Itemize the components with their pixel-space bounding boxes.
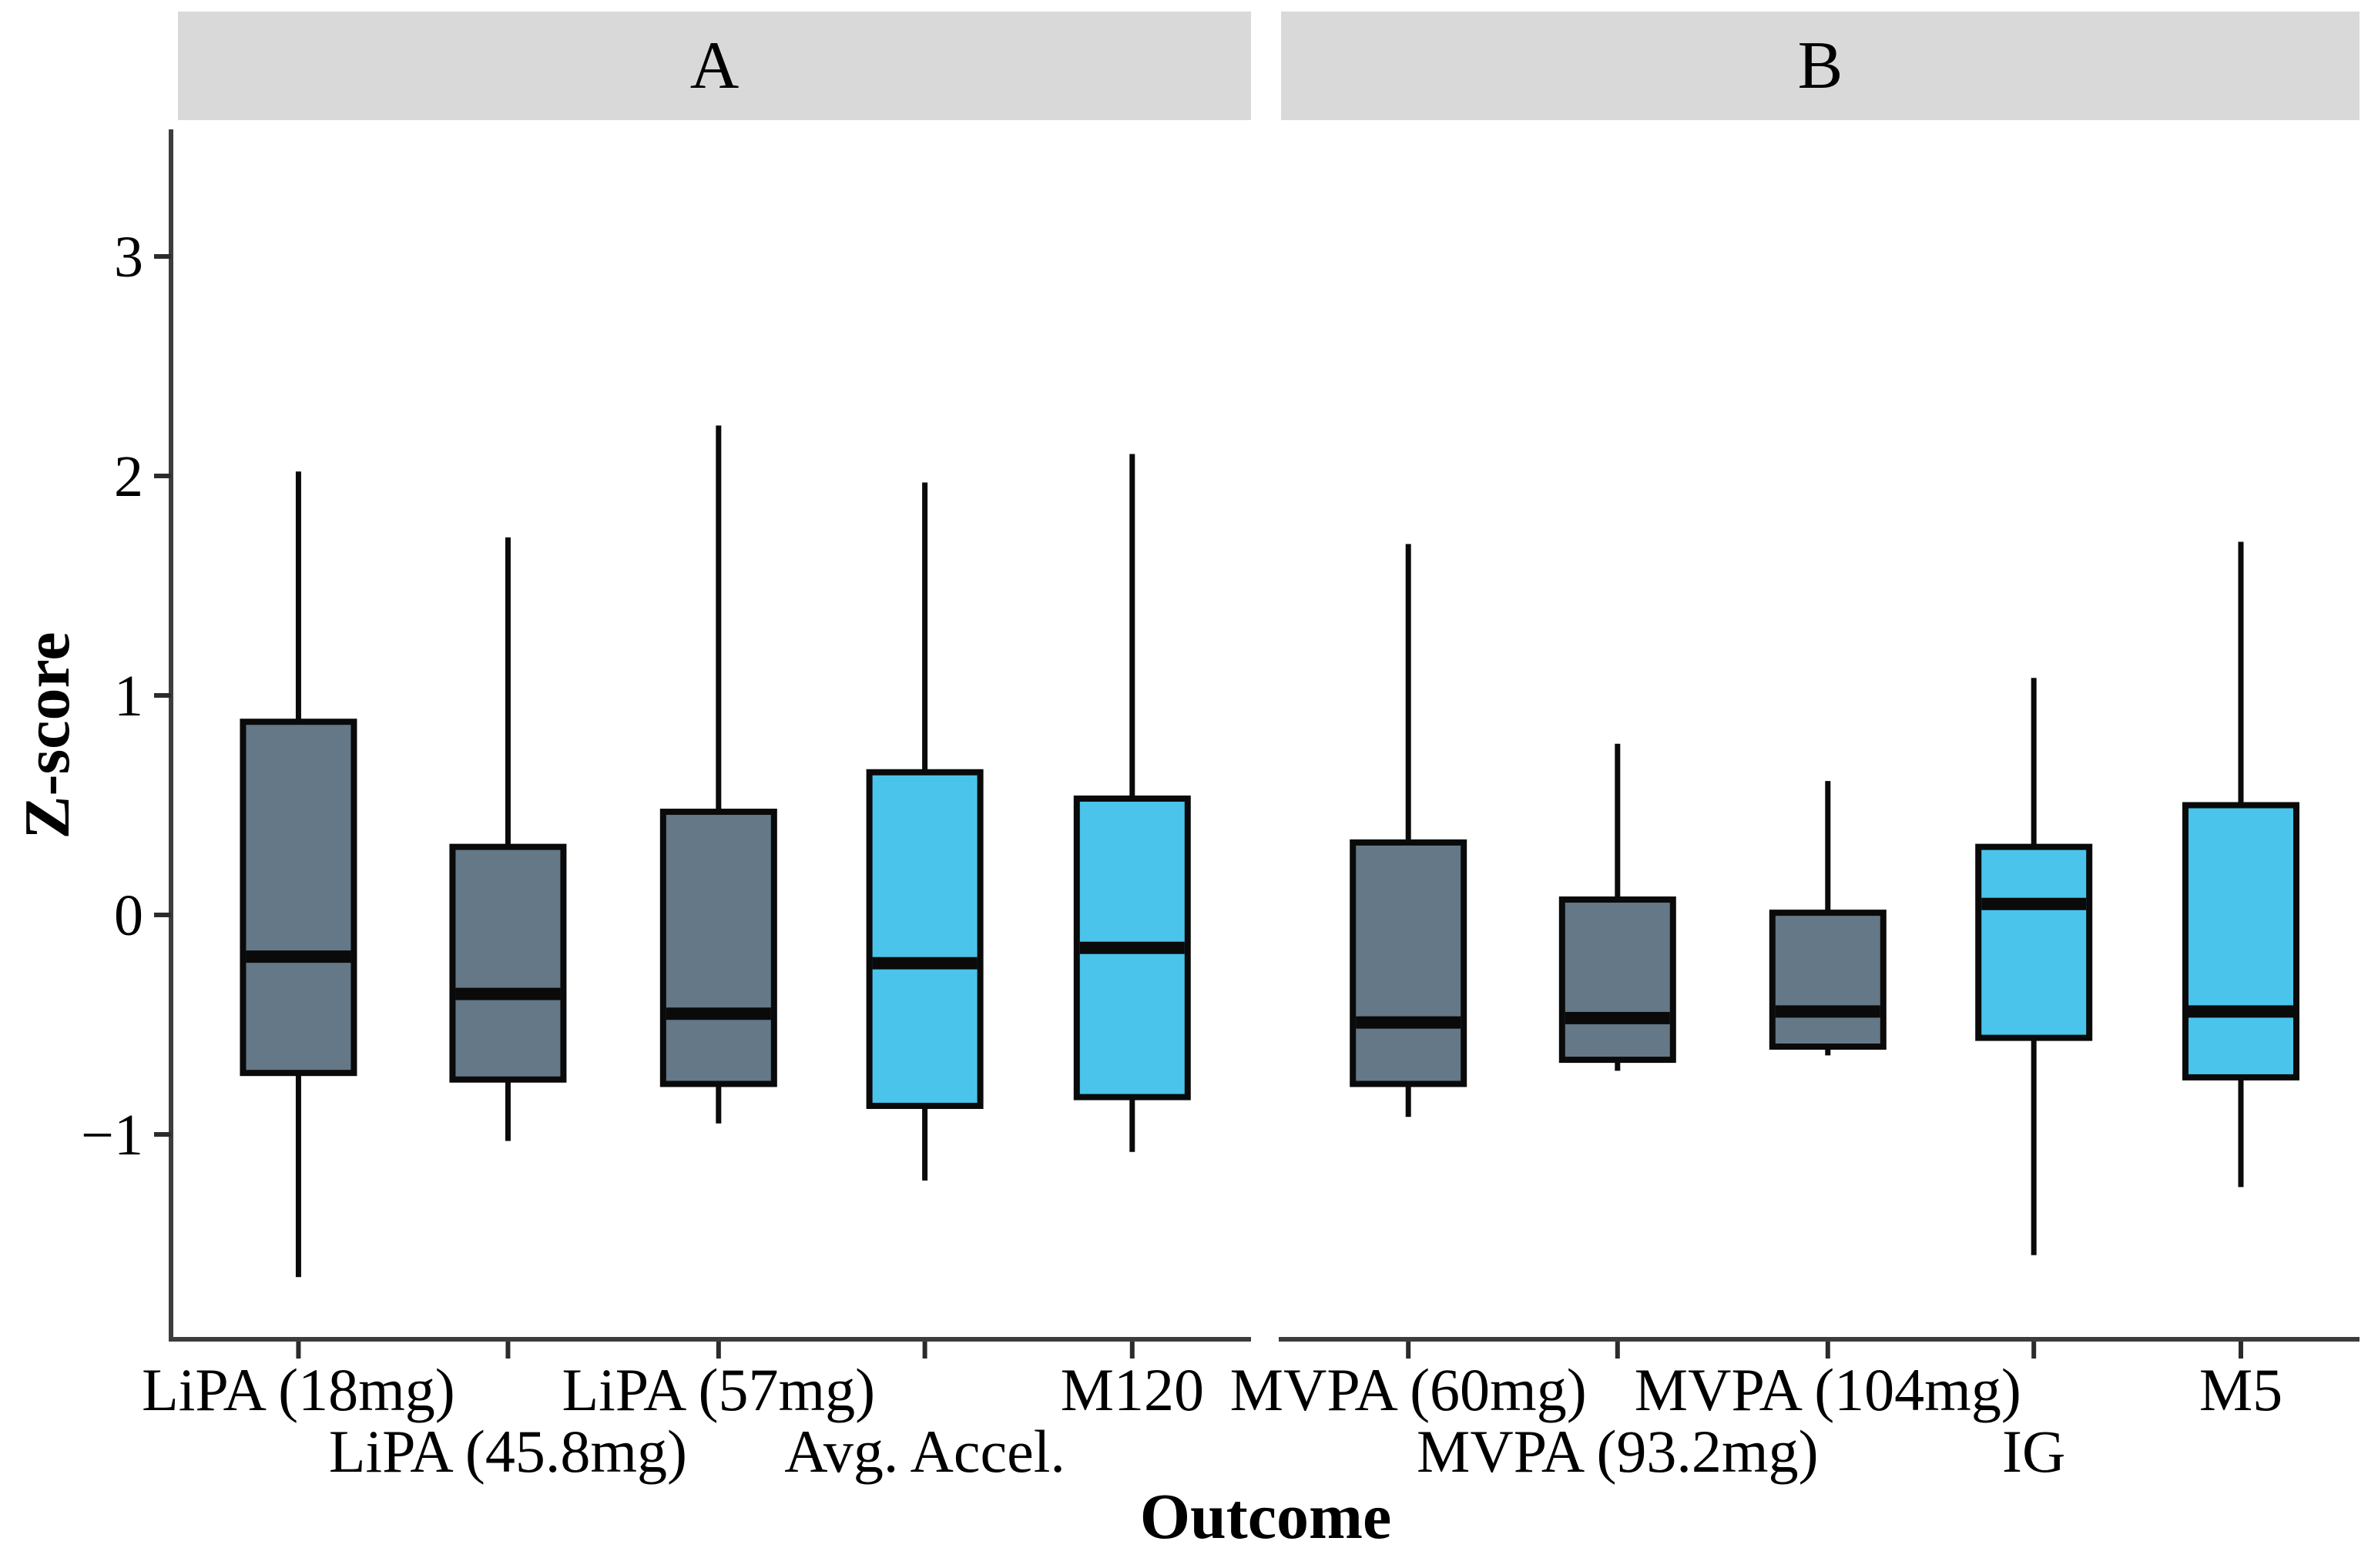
median-line-mvpa-104mg [1775, 1005, 1880, 1018]
x-tick-label-mvpa-93-2mg: MVPA (93.2mg) [1417, 1418, 1819, 1485]
y-tick-label: 2 [114, 444, 143, 509]
y-tick-label: 1 [114, 664, 143, 729]
median-line-lipa-18mg [246, 950, 351, 963]
x-tick-label-lipa-57mg: LiPA (57mg) [562, 1356, 875, 1423]
median-line-ig [1981, 897, 2087, 910]
median-line-m120 [1079, 941, 1185, 954]
box-mvpa-93-2mg [1558, 896, 1676, 1064]
median-line-m5 [2188, 1005, 2293, 1018]
box-mvpa-104mg [1769, 910, 1887, 1050]
x-tick-label-avg-accel: Avg. Accel. [784, 1418, 1065, 1485]
x-tick-label-ig: IG [2002, 1418, 2065, 1485]
median-line-lipa-45-8mg [455, 987, 561, 1000]
y-tick-label: 3 [114, 225, 143, 290]
x-tick-label-lipa-18mg: LiPA (18mg) [142, 1356, 455, 1423]
box-ig [1975, 843, 2093, 1041]
x-tick-label-m120: M120 [1061, 1356, 1204, 1423]
box-lipa-18mg [240, 719, 357, 1077]
x-tick-label-mvpa-60mg: MVPA (60mg) [1230, 1356, 1587, 1423]
facet-strip-a: A [178, 12, 1251, 120]
y-tick-label: −1 [81, 1103, 143, 1168]
median-line-mvpa-60mg [1356, 1016, 1461, 1029]
box-lipa-45-8mg [449, 843, 567, 1083]
median-line-mvpa-93-2mg [1565, 1011, 1670, 1024]
median-line-avg-accel [872, 957, 978, 970]
box-lipa-57mg [659, 809, 777, 1087]
y-tick-label: 0 [114, 883, 143, 948]
box-m5 [2182, 802, 2299, 1081]
x-tick-label-m5: M5 [2199, 1356, 2282, 1423]
x-tick-label-lipa-45-8mg: LiPA (45.8mg) [329, 1418, 687, 1485]
facet-strip-b: B [1281, 12, 2360, 120]
median-line-lipa-57mg [666, 1007, 771, 1020]
x-tick-label-mvpa-104mg: MVPA (104mg) [1635, 1356, 2021, 1423]
box-mvpa-60mg [1350, 839, 1467, 1087]
facet-label-b: B [1797, 28, 1843, 103]
x-axis-title: Outcome [1139, 1481, 1392, 1553]
y-axis-title: Z-score [12, 632, 83, 839]
box-avg-accel [866, 769, 984, 1109]
facet-label-a: A [689, 28, 740, 103]
